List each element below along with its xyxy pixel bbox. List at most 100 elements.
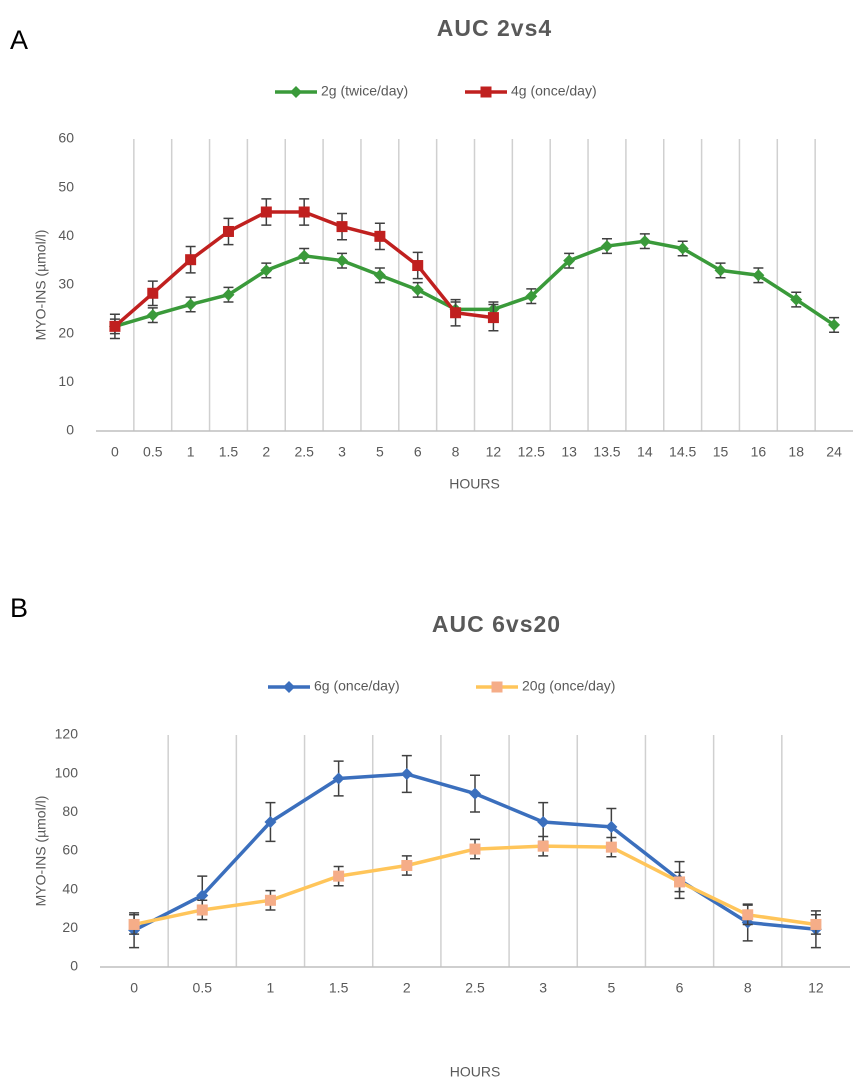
y-axis-label: MYO-INS (µmol/l)	[33, 230, 49, 341]
x-tick-label: 6	[414, 444, 422, 460]
marker	[185, 254, 197, 266]
y-tick-label: 40	[58, 227, 74, 243]
marker	[605, 820, 618, 833]
marker	[260, 264, 273, 277]
marker	[332, 772, 345, 785]
x-tick-label: 13.5	[593, 444, 620, 460]
marker	[333, 870, 345, 882]
y-tick-label: 0	[70, 958, 78, 974]
x-tick-label: 2.5	[294, 444, 314, 460]
y-tick-label: 60	[58, 130, 74, 146]
marker	[676, 242, 689, 255]
x-tick-label: 8	[452, 444, 460, 460]
marker	[638, 235, 651, 248]
legend-label: 20g (once/day)	[522, 678, 615, 694]
marker	[298, 206, 310, 218]
x-tick-label: 14	[637, 444, 653, 460]
x-tick-label: 3	[338, 444, 346, 460]
x-tick-label: 15	[713, 444, 729, 460]
chart-title: AUC 2vs4	[437, 15, 552, 41]
y-tick-label: 120	[55, 726, 79, 742]
x-tick-label: 12.5	[518, 444, 545, 460]
marker	[147, 287, 159, 299]
y-tick-label: 80	[62, 803, 78, 819]
marker	[196, 904, 208, 916]
x-tick-label: 1	[267, 980, 275, 996]
marker	[373, 269, 386, 282]
marker	[828, 318, 841, 331]
marker	[714, 264, 727, 277]
marker	[290, 86, 302, 98]
panel-label: A	[10, 25, 28, 55]
y-tick-label: 50	[58, 178, 74, 194]
x-tick-label: 2.5	[465, 980, 485, 996]
marker	[222, 288, 235, 301]
marker	[374, 230, 386, 242]
marker	[469, 843, 481, 855]
marker	[298, 249, 311, 262]
y-tick-label: 20	[58, 324, 74, 340]
marker	[336, 254, 349, 267]
x-tick-label: 6	[676, 980, 684, 996]
marker	[537, 840, 549, 852]
marker	[184, 298, 197, 311]
marker	[400, 768, 413, 781]
legend-label: 6g (once/day)	[314, 678, 400, 694]
marker	[790, 293, 803, 306]
x-axis-label: HOURS	[449, 476, 500, 492]
y-tick-label: 10	[58, 373, 74, 389]
x-tick-label: 5	[376, 444, 384, 460]
series-line	[114, 239, 836, 329]
marker	[563, 254, 576, 267]
marker	[600, 240, 613, 253]
marker	[260, 206, 272, 218]
marker	[264, 894, 276, 906]
x-tick-label: 8	[744, 980, 752, 996]
marker	[525, 290, 538, 303]
x-tick-label: 18	[788, 444, 804, 460]
x-tick-label: 16	[751, 444, 767, 460]
legend-label: 2g (twice/day)	[321, 83, 408, 99]
marker	[487, 312, 499, 324]
x-tick-label: 12	[808, 980, 824, 996]
marker	[450, 307, 462, 319]
x-tick-label: 3	[539, 980, 547, 996]
x-tick-label: 2	[262, 444, 270, 460]
marker	[222, 225, 234, 237]
marker	[469, 787, 481, 800]
marker	[411, 283, 424, 296]
y-tick-label: 40	[62, 880, 78, 896]
x-tick-label: 14.5	[669, 444, 696, 460]
marker	[742, 909, 754, 921]
marker	[196, 889, 209, 902]
marker	[401, 860, 413, 871]
marker	[336, 221, 348, 233]
x-tick-label: 5	[607, 980, 615, 996]
x-tick-label: 24	[826, 444, 842, 460]
marker	[264, 816, 277, 828]
marker	[109, 320, 121, 332]
y-tick-label: 60	[62, 842, 78, 858]
marker	[128, 918, 140, 930]
x-tick-label: 0	[111, 444, 119, 460]
x-tick-label: 0.5	[193, 980, 213, 996]
chart-title: AUC 6vs20	[432, 611, 561, 637]
marker	[491, 681, 503, 693]
x-tick-label: 13	[561, 444, 577, 460]
x-tick-label: 1.5	[329, 980, 349, 996]
y-tick-label: 20	[62, 919, 78, 935]
marker	[146, 309, 159, 322]
marker	[537, 816, 550, 828]
panel-label: B	[10, 593, 28, 623]
x-tick-label: 0.5	[143, 444, 163, 460]
y-tick-label: 30	[58, 276, 74, 292]
x-tick-label: 1	[187, 444, 195, 460]
marker	[810, 918, 822, 930]
marker	[283, 681, 295, 693]
x-tick-label: 1.5	[219, 444, 239, 460]
marker	[605, 841, 617, 853]
marker	[480, 86, 492, 98]
y-tick-label: 0	[66, 422, 74, 438]
marker	[412, 260, 424, 272]
